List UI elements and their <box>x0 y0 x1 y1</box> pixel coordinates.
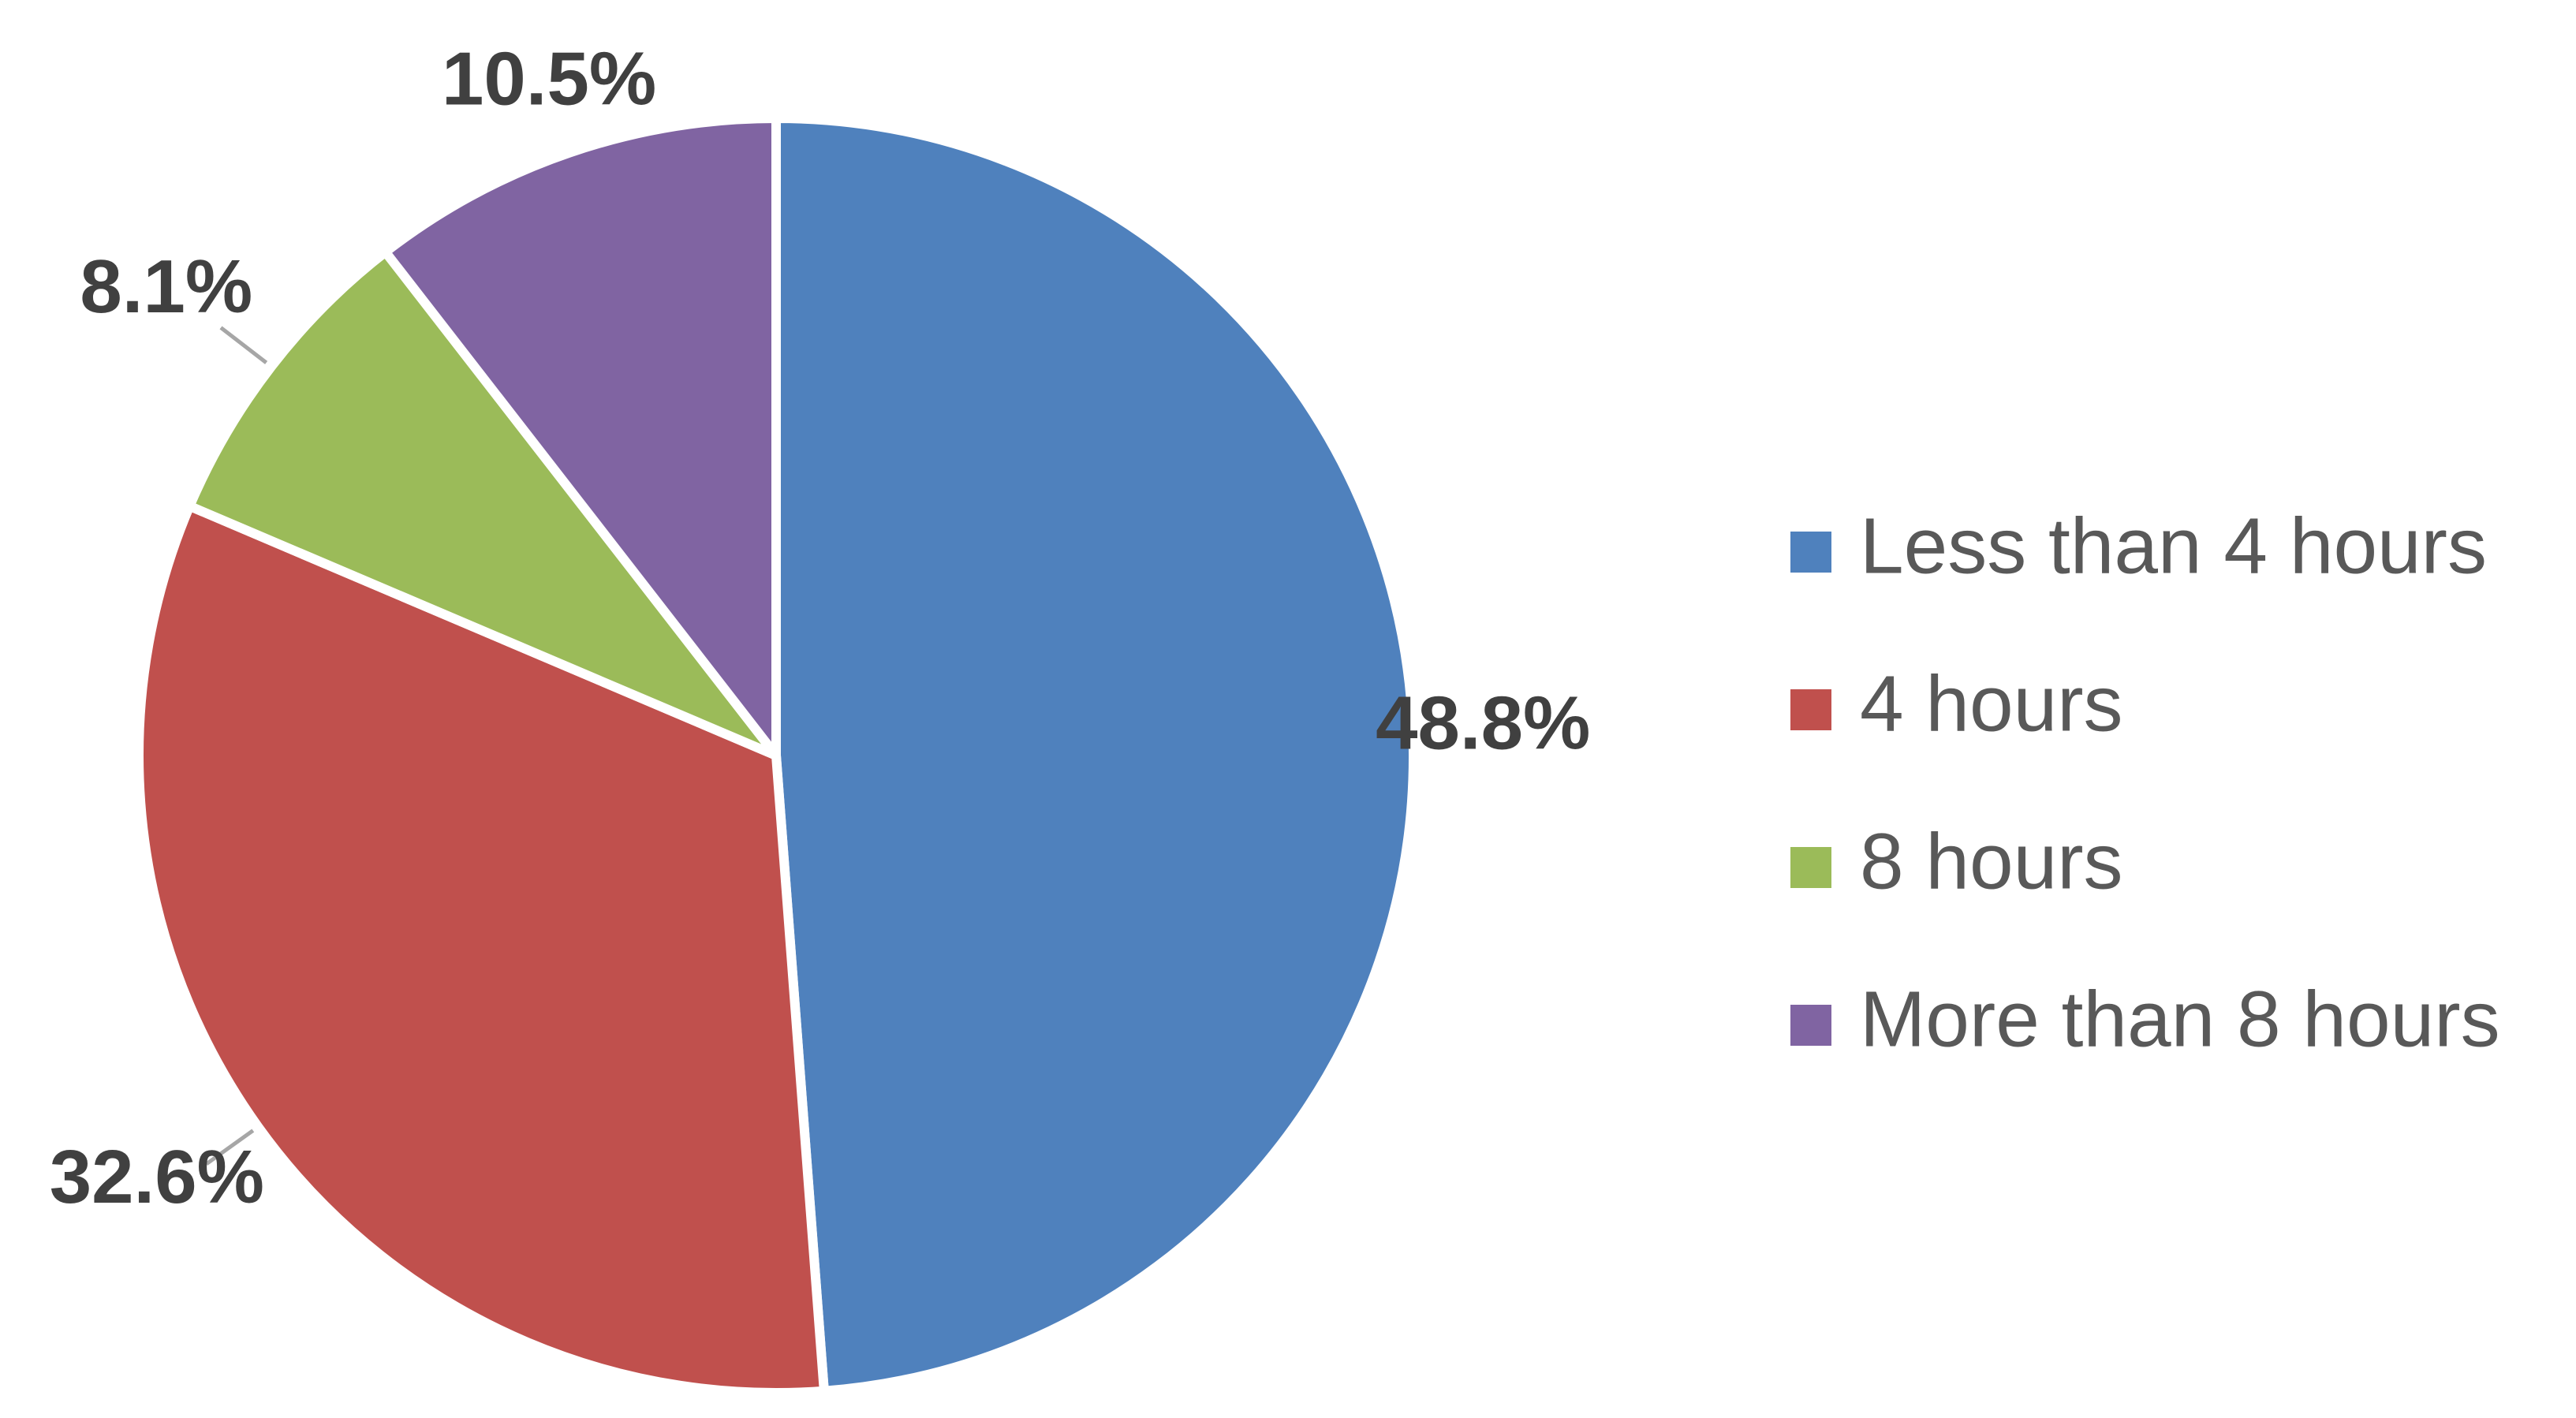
data-label-more-than-8-hours: 10.5% <box>442 36 656 121</box>
legend-swatch-less-than-4-hours <box>1790 532 1831 573</box>
legend-label-4-hours: 4 hours <box>1860 659 2123 748</box>
legend-swatch-8-hours <box>1790 847 1831 888</box>
legend-label-8-hours: 8 hours <box>1860 817 2123 905</box>
legend-label-more-than-8-hours: More than 8 hours <box>1860 975 2500 1063</box>
legend-swatch-more-than-8-hours <box>1790 1005 1831 1046</box>
data-label-less-than-4-hours: 48.8% <box>1376 681 1590 766</box>
legend: Less than 4 hours 4 hours 8 hours More than… <box>1790 502 2500 1063</box>
data-label-4-hours: 32.6% <box>50 1135 264 1219</box>
leader-lines <box>205 326 268 1166</box>
pie-slice-4-hours <box>134 501 829 1397</box>
pie-slice-less-than-4-hours <box>771 114 1418 1396</box>
pie-slice-more-than-8-hours <box>380 114 781 760</box>
legend-item-8-hours: 8 hours <box>1790 817 2123 905</box>
data-labels: 48.8% 32.6% 8.1% 10.5% <box>50 36 1591 1218</box>
legend-swatch-4-hours <box>1790 689 1831 730</box>
pie-slice-8-hours <box>185 247 781 760</box>
leader-line-8-hours <box>219 326 268 364</box>
legend-label-less-than-4-hours: Less than 4 hours <box>1860 502 2487 590</box>
legend-item-4-hours: 4 hours <box>1790 659 2123 748</box>
pie-slices <box>134 114 1418 1397</box>
data-label-8-hours: 8.1% <box>80 244 252 329</box>
legend-item-more-than-8-hours: More than 8 hours <box>1790 975 2500 1063</box>
leader-line-4-hours <box>205 1129 255 1166</box>
legend-item-less-than-4-hours: Less than 4 hours <box>1790 502 2487 590</box>
